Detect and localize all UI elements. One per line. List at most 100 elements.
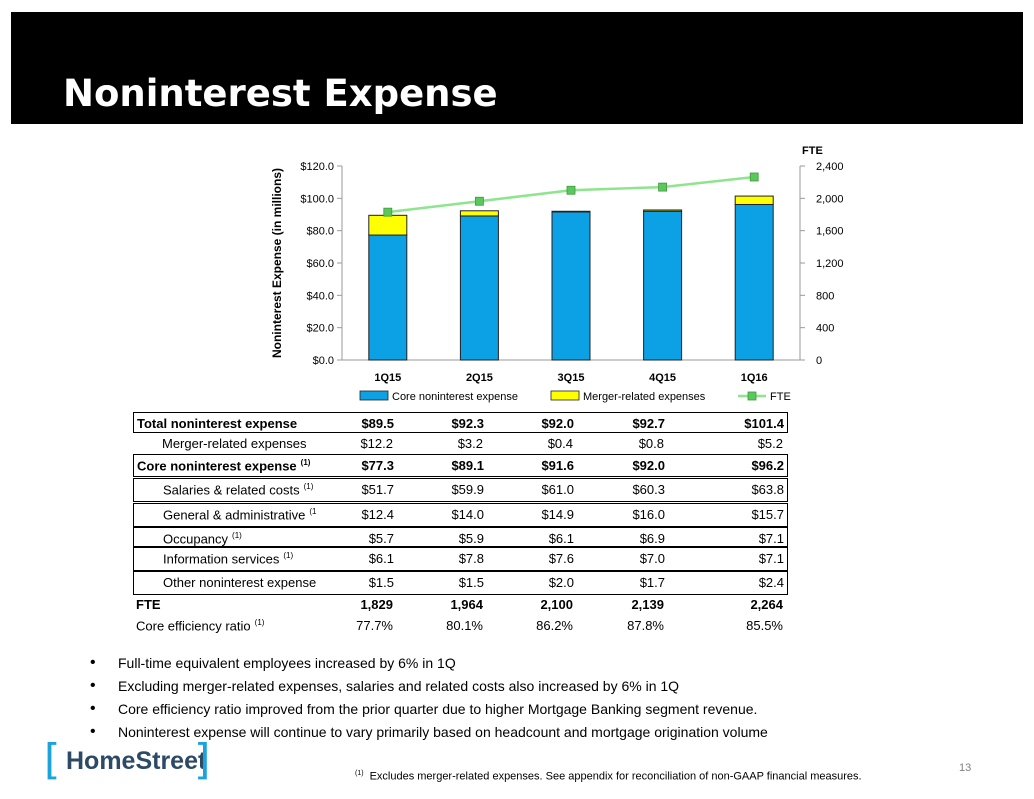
y-tick-label: $60.0 xyxy=(306,258,334,270)
table-row: Information services (1) $6.1 $7.8 $7.6 $7.0 $… xyxy=(133,547,788,571)
table-cell: $7.1 xyxy=(758,531,784,546)
bullet-dot-icon: • xyxy=(90,654,96,671)
row-footnote-marker: (1 xyxy=(309,507,317,516)
table-cell: $92.0 xyxy=(541,416,574,431)
row-label: Occupancy (1) xyxy=(163,531,242,547)
row-label: Salaries & related costs (1) xyxy=(163,482,314,498)
logo-bracket-right-icon: ] xyxy=(194,735,211,784)
footnote-marker: (1) xyxy=(355,770,364,777)
row-label: Information services (1) xyxy=(163,551,294,567)
y2-tick-label: 1,200 xyxy=(816,258,844,270)
table-cell: $101.4 xyxy=(744,416,784,431)
table-row: Core efficiency ratio (1) 77.7% 80.1% 86.2% 8… xyxy=(133,615,788,636)
slide-title: Noninterest Expense xyxy=(63,72,498,115)
table-cell: $59.9 xyxy=(451,482,484,497)
table-cell: $7.8 xyxy=(458,551,484,566)
y-tick-label: $20.0 xyxy=(306,323,334,335)
table-cell: $6.1 xyxy=(368,551,394,566)
bar-core xyxy=(459,215,499,361)
y-tick-label: $120.0 xyxy=(300,161,334,173)
y2-tick-label: 1,600 xyxy=(816,226,844,238)
bar-core xyxy=(643,210,683,361)
table-cell: 86.2% xyxy=(536,618,573,633)
table-cell: 2,139 xyxy=(631,597,664,612)
table-cell: $63.8 xyxy=(751,482,784,497)
table-cell: $7.1 xyxy=(758,551,784,566)
table-cell: $7.6 xyxy=(548,551,574,566)
bar-merger xyxy=(551,210,591,213)
logo-text: HomeStreet xyxy=(66,747,207,775)
table-cell: 80.1% xyxy=(446,618,483,633)
y2-tick-label: 2,000 xyxy=(816,193,844,205)
table-cell: $15.7 xyxy=(751,507,784,522)
noninterest-expense-chart: $0.0 $20.0 $40.0 $60.0 $80.0 $100.0 $120.0 0 400… xyxy=(270,145,844,403)
table-cell: $61.0 xyxy=(541,482,574,497)
table-cell: $1.5 xyxy=(458,575,484,590)
x-tick-label: 4Q15 xyxy=(649,372,676,384)
table-cell: $6.9 xyxy=(639,531,665,546)
table-row: Total noninterest expense $89.5 $92.3 $92.0… xyxy=(133,412,788,433)
table-cell: $89.1 xyxy=(451,458,484,473)
row-label: Core efficiency ratio (1) xyxy=(136,618,265,634)
table-row: FTE 1,829 1,964 2,100 2,139 2,264 xyxy=(133,594,788,615)
table-row: Core noninterest expense (1) $77.3 $89.1 $91… xyxy=(133,454,788,477)
bullet-text: Full-time equivalent employees increased… xyxy=(118,655,456,671)
row-label: Other noninterest expense xyxy=(163,575,317,590)
logo-bracket-left-icon: [ xyxy=(44,735,61,784)
y-axis-title: Noninterest Expense (in millions) xyxy=(270,168,284,358)
table-cell: $0.4 xyxy=(547,436,573,451)
bullet-text: Core efficiency ratio improved from the … xyxy=(118,701,758,717)
table-cell: $92.3 xyxy=(451,416,484,431)
table-cell: $14.9 xyxy=(541,507,574,522)
bar-core xyxy=(368,234,408,361)
legend-swatch-core xyxy=(359,390,389,401)
row-label: Merger-related expenses xyxy=(162,436,307,451)
y2-tick-label: 400 xyxy=(816,323,834,335)
table-cell: $12.4 xyxy=(361,507,394,522)
x-tick-label: 3Q15 xyxy=(558,372,585,384)
y-tick-label: $0.0 xyxy=(313,355,334,367)
row-footnote-marker: (1) xyxy=(232,531,242,540)
table-cell: $1.7 xyxy=(639,575,665,590)
table-row: Occupancy (1) $5.7 $5.9 $6.1 $6.9 $7.1 xyxy=(133,527,788,547)
row-label: Total noninterest expense xyxy=(137,416,298,431)
table-cell: $5.2 xyxy=(757,436,783,451)
table-cell: $14.0 xyxy=(451,507,484,522)
row-label: Core noninterest expense (1) xyxy=(137,458,311,474)
row-footnote-marker: (1) xyxy=(303,482,314,491)
page-number: 13 xyxy=(959,762,972,774)
y-tick-label: $100.0 xyxy=(300,193,334,205)
table-cell: $89.5 xyxy=(361,416,394,431)
table-cell: $12.2 xyxy=(360,436,393,451)
fte-point xyxy=(383,207,393,217)
x-tick-label: 2Q15 xyxy=(466,372,493,384)
bar-core xyxy=(551,211,591,361)
table-cell: 2,100 xyxy=(540,597,573,612)
legend-label: Merger-related expenses xyxy=(583,391,706,403)
bullet-dot-icon: • xyxy=(90,700,96,717)
table-cell: $0.8 xyxy=(638,436,664,451)
legend-label: FTE xyxy=(770,391,791,403)
title-bar xyxy=(11,12,1023,124)
table-cell: $6.1 xyxy=(548,531,574,546)
table-cell: $91.6 xyxy=(541,458,574,473)
legend-swatch-merger xyxy=(550,390,580,401)
table-cell: 2,264 xyxy=(750,597,783,612)
fte-point xyxy=(566,185,576,195)
table-cell: $7.0 xyxy=(639,551,665,566)
table-cell: $1.5 xyxy=(368,575,394,590)
bar-core xyxy=(734,203,774,361)
bar-merger xyxy=(734,195,774,205)
row-footnote-marker: (1) xyxy=(254,618,265,627)
bullet-text: Excluding merger-related expenses, salar… xyxy=(118,678,680,694)
y2-tick-label: 2,400 xyxy=(816,161,844,173)
bar-merger xyxy=(368,214,408,236)
table-cell: $16.0 xyxy=(632,507,665,522)
table-row: Other noninterest expense $1.5 $1.5 $2.0 $1.… xyxy=(133,571,788,595)
bullet-dot-icon: • xyxy=(90,723,96,740)
y2-tick-label: 0 xyxy=(816,355,822,367)
legend-label: Core noninterest expense xyxy=(392,391,518,403)
table-row: Salaries & related costs (1) $51.7 $59.9 $61… xyxy=(133,478,788,502)
table-cell: $3.2 xyxy=(457,436,483,451)
row-label: General & administrative (1 xyxy=(163,507,317,523)
